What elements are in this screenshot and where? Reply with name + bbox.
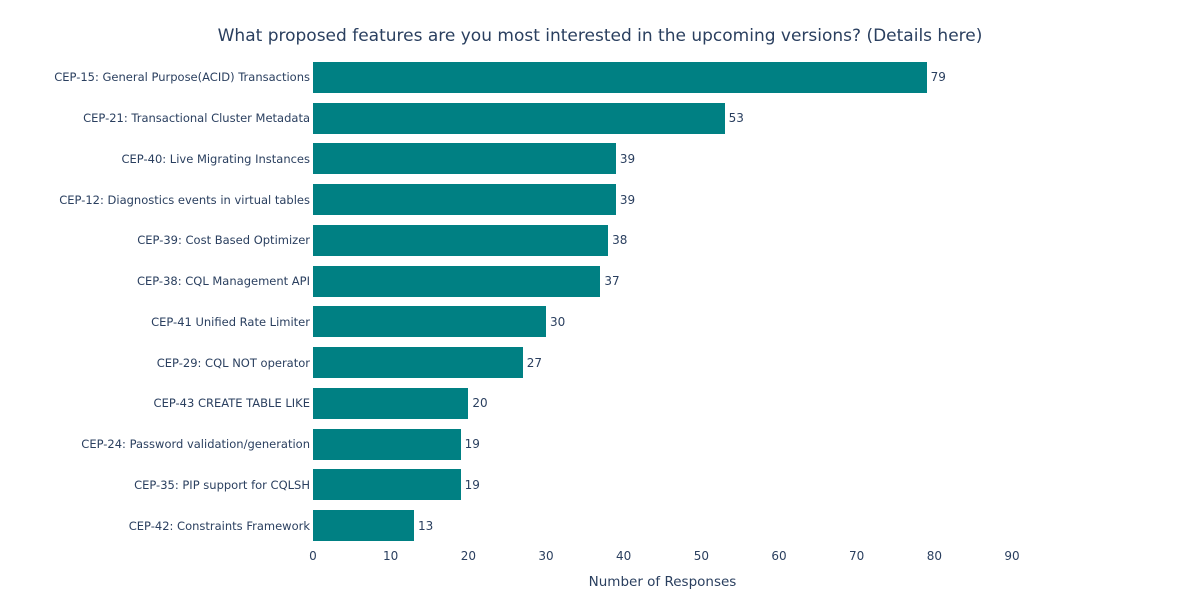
x-tick-label: 60 (771, 549, 787, 563)
bar-value-label: 39 (619, 151, 636, 166)
bar-row: 53 (313, 98, 1012, 139)
bar-row: 39 (313, 179, 1012, 220)
bar (313, 306, 546, 338)
x-tick-label: 10 (383, 549, 399, 563)
bar (313, 102, 725, 134)
bar-value-label: 27 (526, 355, 542, 370)
bar-value-label: 19 (464, 437, 480, 452)
category-label: CEP-12: Diagnostics events in virtual ta… (59, 192, 310, 207)
bar-value-label: 19 (464, 477, 480, 492)
bar-value-label: 30 (550, 314, 566, 329)
bar (313, 265, 601, 297)
bar-value-label: 53 (728, 111, 744, 126)
bar-row: 13 (313, 505, 1012, 546)
category-label: CEP-24: Password validation/generation (81, 437, 310, 452)
bar-value-label: 38 (612, 233, 628, 248)
bar-value-label: 79 (930, 70, 946, 85)
bar-row: 38 (313, 220, 1012, 261)
bar-value-label: 39 (619, 192, 636, 207)
x-tick-label: 50 (693, 549, 709, 563)
category-label: CEP-43 CREATE TABLE LIKE (153, 396, 310, 411)
x-tick-label: 0 (309, 549, 317, 563)
bar-row: 79 (313, 57, 1012, 98)
bar-row: 37 (313, 261, 1012, 302)
bar-value-label: 20 (472, 396, 488, 411)
category-label: CEP-15: General Purpose(ACID) Transactio… (54, 70, 310, 85)
category-label: CEP-38: CQL Management API (136, 274, 310, 289)
x-tick-label: 90 (1004, 549, 1020, 563)
bar-row: 39 (313, 139, 1012, 180)
bar (313, 469, 461, 501)
bar (313, 428, 461, 460)
bar-row: 20 (313, 383, 1012, 424)
category-label: CEP-40: Live Migrating Instances (121, 151, 310, 166)
x-tick-label: 80 (926, 549, 942, 563)
bar-row: 30 (313, 302, 1012, 343)
x-axis-title: Number of Responses (588, 574, 737, 590)
plot-area: 79 53 39 39 38 37 30 27 20 19 19 13 (313, 57, 1012, 546)
category-label: CEP-41 Unified Rate Limiter (151, 314, 310, 329)
bar (313, 510, 414, 542)
bar (313, 347, 523, 379)
bar (313, 184, 616, 216)
bar-value-label: 37 (604, 274, 620, 289)
x-tick-label: 70 (849, 549, 865, 563)
x-axis-ticks: 0 10 20 30 40 50 60 70 80 90 (309, 549, 1019, 565)
category-label: CEP-29: CQL NOT operator (156, 355, 310, 370)
x-tick-label: 30 (538, 549, 554, 563)
bar-row: 27 (313, 342, 1012, 383)
category-label: CEP-42: Constraints Framework (128, 518, 310, 533)
category-label: CEP-35: PIP support for CQLSH (134, 477, 310, 492)
bar (313, 224, 609, 256)
bar (313, 143, 616, 175)
y-axis-labels: CEP-15: General Purpose(ACID) Transactio… (0, 57, 310, 546)
category-label: CEP-21: Transactional Cluster Metadata (83, 111, 310, 126)
bar (313, 61, 927, 93)
x-tick-label: 40 (616, 549, 632, 563)
category-label: CEP-39: Cost Based Optimizer (137, 233, 310, 248)
x-tick-label: 20 (460, 549, 476, 563)
chart-title: What proposed features are you most inte… (217, 26, 983, 46)
bar-row: 19 (313, 424, 1012, 465)
bar (313, 387, 469, 419)
bar-row: 19 (313, 465, 1012, 506)
bar-value-label: 13 (417, 518, 434, 533)
